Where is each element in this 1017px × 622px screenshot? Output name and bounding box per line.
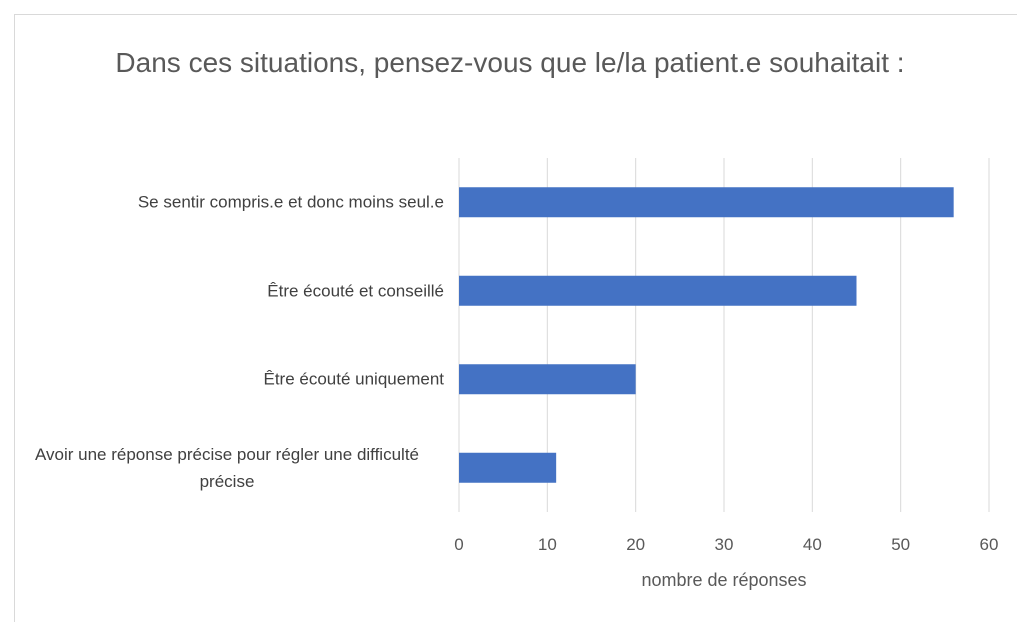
bar — [459, 187, 954, 218]
chart-title: Dans ces situations, pensez-vous que le/… — [115, 47, 905, 78]
bar — [459, 364, 636, 395]
y-tick-label-text: Se sentir compris.e et donc moins seul.e — [137, 192, 444, 212]
y-tick-label: Être écouté uniquement — [10, 366, 444, 393]
x-tick-label: 40 — [803, 535, 822, 555]
x-tick-label-text: 40 — [802, 535, 822, 554]
x-axis-label: nombre de réponses — [641, 570, 807, 590]
y-tick-label-text: Être écouté et conseillé — [267, 281, 444, 301]
chart-border — [14, 14, 1017, 622]
bar — [459, 452, 557, 483]
x-tick-label: 30 — [715, 535, 734, 555]
x-tick-label-text: 10 — [537, 535, 557, 554]
x-tick-label: 50 — [891, 535, 910, 555]
x-tick-label-text: 20 — [626, 535, 646, 554]
y-tick-label-text: Être écouté uniquement — [263, 369, 444, 389]
y-tick-label: Être écouté et conseillé — [10, 277, 444, 304]
x-tick-label: 20 — [626, 535, 645, 555]
x-tick-label: 10 — [538, 535, 557, 555]
x-tick-label-text: 30 — [714, 535, 734, 554]
x-tick-label: 0 — [454, 535, 463, 555]
x-tick-label-text: 60 — [979, 535, 999, 554]
y-tick-label: Se sentir compris.e et donc moins seul.e — [10, 189, 444, 216]
x-tick-label-text: 50 — [891, 535, 911, 554]
y-tick-label: Avoir une réponse précise pour régler un… — [10, 441, 444, 495]
bar — [459, 275, 857, 306]
x-tick-label: 60 — [980, 535, 999, 555]
y-tick-label-text: Avoir une réponse précise pour régler un… — [35, 444, 419, 491]
x-tick-label-text: 0 — [454, 535, 464, 554]
